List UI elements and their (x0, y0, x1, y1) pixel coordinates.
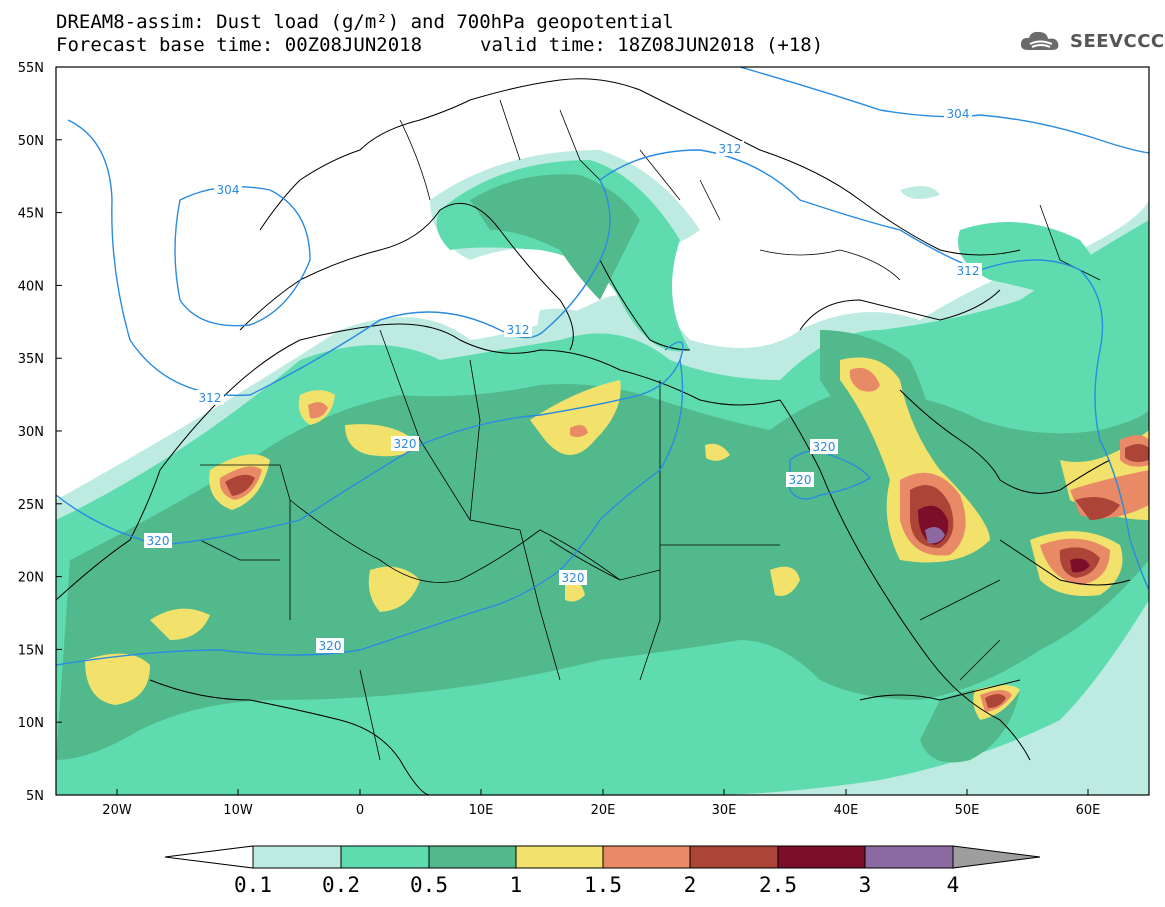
lon-labels: 20W 10W 0 10E 20E 30E 40E 50E 60E (102, 803, 1100, 818)
colorbar-label: 0.2 (322, 873, 360, 897)
colorbar-swatch (340, 845, 430, 869)
forecast-base-time: Forecast base time: 00Z08JUN2018 (56, 34, 423, 56)
colorbar-swatch (689, 845, 779, 869)
colorbar-label: 0.5 (410, 873, 448, 897)
lon-label: 40E (834, 803, 859, 818)
dust-band-3 (925, 526, 945, 544)
lat-label: 20N (18, 571, 44, 586)
colorbar-swatch (602, 845, 691, 869)
colorbar-label: 2 (684, 873, 697, 897)
colorbar-label: 3 (859, 873, 872, 897)
colorbar-swatch (515, 845, 604, 869)
contour-label: 320 (147, 534, 170, 548)
colorbar-label: 4 (947, 873, 960, 897)
colorbar: 0.1 0.2 0.5 1 1.5 2 2.5 3 4 (164, 845, 1041, 897)
map-area: 304 304 312 312 312 312 320 320 320 320 … (56, 67, 1149, 795)
colorbar-label: 0.1 (234, 873, 272, 897)
contour-label: 312 (507, 323, 530, 337)
lon-label: 60E (1076, 803, 1101, 818)
lon-label: 20E (591, 803, 616, 818)
cloud-logo-icon (1020, 31, 1059, 50)
colorbar-swatch (164, 845, 254, 869)
lat-label: 45N (18, 207, 44, 222)
lon-label: 10E (469, 803, 494, 818)
contour-label: 320 (789, 473, 812, 487)
colorbar-label: 1 (510, 873, 523, 897)
contour-labels: 304 304 312 312 312 312 320 320 320 320 … (144, 106, 982, 653)
lat-label: 50N (18, 134, 44, 149)
contour-label: 304 (217, 183, 240, 197)
contour-label: 312 (719, 142, 742, 156)
colorbar-swatch (252, 845, 342, 869)
map-title: DREAM8-assim: Dust load (g/m²) and 700hP… (56, 11, 674, 33)
lat-label: 15N (18, 643, 44, 658)
colorbar-swatch (428, 845, 517, 869)
logo-text: SEEVCCC (1070, 30, 1165, 52)
contour-label: 320 (813, 440, 836, 454)
colorbar-swatch (864, 845, 954, 869)
valid-time: valid time: 18Z08JUN2018 (+18) (480, 34, 824, 56)
country-borders (199, 99, 1101, 761)
lat-labels: 55N 50N 45N 40N 35N 30N 25N 20N 15N 10N … (18, 61, 44, 804)
axis-ticks (56, 66, 1089, 796)
lat-label: 55N (18, 61, 44, 76)
lon-label: 0 (356, 803, 364, 818)
lat-label: 5N (26, 789, 44, 804)
colorbar-swatch (777, 845, 866, 869)
colorbar-swatch (952, 845, 1041, 869)
lon-label: 20W (102, 803, 132, 818)
contour-label: 312 (199, 391, 222, 405)
contour-label: 320 (562, 571, 585, 585)
colorbar-label: 2.5 (759, 873, 797, 897)
contour-label: 312 (957, 264, 980, 278)
lat-label: 40N (18, 279, 44, 294)
lat-label: 35N (18, 352, 44, 367)
contour-label: 320 (394, 437, 417, 451)
seevccc-logo: SEEVCCC (1018, 26, 1165, 56)
lat-label: 10N (18, 716, 44, 731)
lon-label: 30E (712, 803, 737, 818)
colorbar-label: 1.5 (584, 873, 622, 897)
lat-label: 25N (18, 498, 44, 513)
lon-label: 10W (223, 803, 253, 818)
contour-label: 320 (319, 639, 342, 653)
contour-label: 304 (947, 107, 970, 121)
lat-label: 30N (18, 425, 44, 440)
coastlines (56, 78, 1131, 795)
lon-label: 50E (955, 803, 980, 818)
